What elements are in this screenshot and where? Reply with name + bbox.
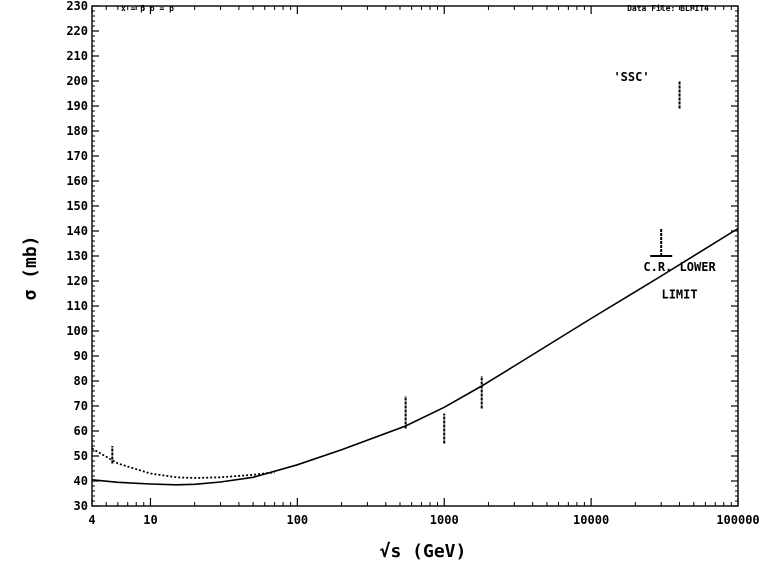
y-tick-label: 130 bbox=[66, 249, 88, 263]
y-tick-label: 60 bbox=[74, 424, 88, 438]
y-tick-label: 140 bbox=[66, 224, 88, 238]
y-tick-label: 80 bbox=[74, 374, 88, 388]
header-data-file: Data File: BLFIT4 bbox=[627, 3, 709, 13]
y-tick-label: 230 bbox=[66, 0, 88, 13]
ticks-layer: 30 40 50 60 70 80 90 100 110 120 130 140 150 160 170 18… bbox=[66, 0, 759, 527]
x-tick-label: 4 bbox=[88, 513, 95, 527]
data-layer bbox=[91, 81, 739, 486]
y-tick-label: 120 bbox=[66, 274, 88, 288]
y-tick-label: 90 bbox=[74, 349, 88, 363]
y-tick-label: 100 bbox=[66, 324, 88, 338]
y-tick-label: 150 bbox=[66, 199, 88, 213]
y-tick-label: 220 bbox=[66, 24, 88, 38]
y-axis-title: σ (mb) bbox=[20, 235, 41, 300]
y-tick-label: 210 bbox=[66, 49, 88, 63]
annotation-layer: 'SSC' C.R. LOWER LIMIT bbox=[613, 70, 716, 302]
y-tick-label: 70 bbox=[74, 399, 88, 413]
x-tick-label: 100 bbox=[286, 513, 308, 527]
x-tick-label: 100000 bbox=[716, 513, 759, 527]
y-tick-label: 170 bbox=[66, 149, 88, 163]
x-tick-label: 10 bbox=[143, 513, 157, 527]
limit-annotation: LIMIT bbox=[661, 288, 697, 302]
header-legend: x = p̄ o = p bbox=[121, 4, 174, 13]
y-tick-label: 190 bbox=[66, 99, 88, 113]
ssc-annotation: 'SSC' bbox=[613, 70, 649, 84]
x-tick-label: 10000 bbox=[573, 513, 609, 527]
cr-lower-annotation: C.R. LOWER bbox=[643, 260, 716, 274]
x-tick-label: 1000 bbox=[430, 513, 459, 527]
y-tick-label: 160 bbox=[66, 174, 88, 188]
y-tick-label: 200 bbox=[66, 74, 88, 88]
y-tick-label: 40 bbox=[74, 474, 88, 488]
y-tick-label: 30 bbox=[74, 499, 88, 513]
y-tick-label: 180 bbox=[66, 124, 88, 138]
y-tick-label: 110 bbox=[66, 299, 88, 313]
y-tick-label: 50 bbox=[74, 449, 88, 463]
series-line-2 bbox=[91, 447, 275, 479]
series-line-1 bbox=[91, 227, 739, 486]
x-axis-title: √s (GeV) bbox=[380, 541, 467, 562]
